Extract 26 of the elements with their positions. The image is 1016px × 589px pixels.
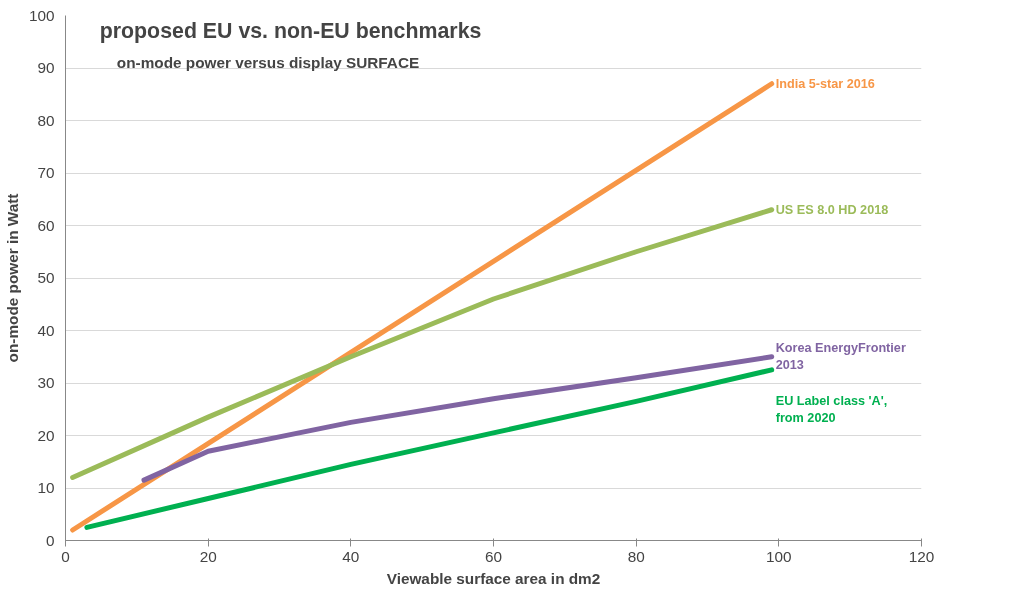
y-tick-label: 0 — [45, 531, 55, 549]
y-axis-title: on-mode power in Watt — [3, 193, 21, 363]
series-label: EU Label class 'A', from 2020 — [775, 393, 888, 425]
y-tick-label: 100 — [28, 6, 55, 24]
y-tick-label: 30 — [37, 374, 55, 391]
x-tick-label: 60 — [484, 547, 503, 565]
series-label: India 5-star 2016 — [775, 76, 875, 91]
series-label: US ES 8.0 HD 2018 — [775, 202, 889, 217]
y-tick-label: 50 — [37, 269, 55, 286]
y-tick-label: 80 — [37, 111, 55, 129]
text: on-mode power versus display SURFACE — [116, 54, 420, 72]
y-tick-label: 90 — [37, 59, 55, 76]
chart-title: proposed EU vs. non-EU benchmarks — [99, 19, 482, 44]
y-tick-label: 60 — [37, 216, 55, 234]
x-tick-label: 120 — [908, 547, 935, 565]
series-label: Korea EnergyFrontier 2013 — [775, 341, 906, 373]
y-tick-label: 40 — [37, 321, 55, 339]
x-tick-label: 0 — [61, 547, 70, 565]
x-tick-label: 40 — [342, 547, 360, 565]
x-axis-title: Viewable surface area in dm2 — [386, 569, 601, 587]
x-tick-label: 100 — [766, 547, 792, 565]
y-tick-label: 20 — [37, 426, 55, 444]
y-tick-label: 10 — [37, 479, 55, 496]
x-tick-label: 80 — [627, 547, 645, 565]
x-tick-label: 20 — [199, 547, 217, 565]
y-tick-label: 70 — [37, 164, 55, 181]
